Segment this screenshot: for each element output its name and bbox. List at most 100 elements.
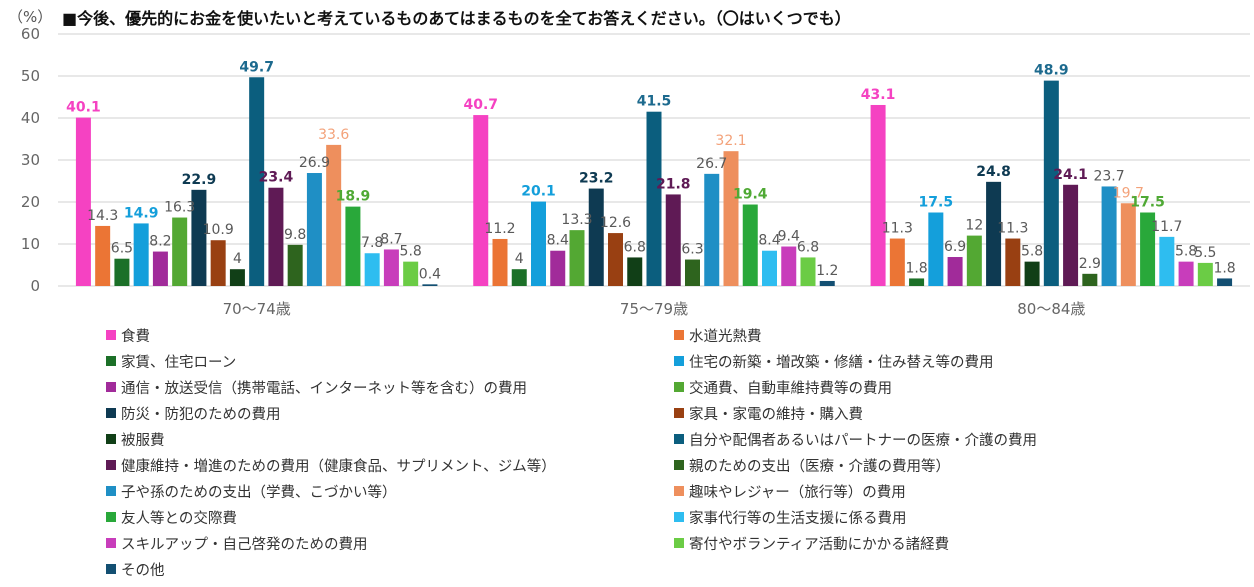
- legend-label: 親のための支出（医療・介護の費用等）: [689, 458, 950, 475]
- legend-item: 交通費、自動車維持費等の費用: [674, 374, 1037, 400]
- data-label: 17.5: [919, 195, 954, 211]
- legend-label: 友人等との交際費: [121, 510, 237, 527]
- bar: [1217, 278, 1233, 286]
- bar: [1043, 80, 1059, 287]
- legend-swatch-icon: [674, 512, 684, 522]
- legend-column-right: 水道光熱費住宅の新築・増改築・修繕・住み替え等の費用交通費、自動車維持費等の費用…: [674, 322, 1037, 556]
- legend-swatch-icon: [106, 512, 116, 522]
- legend-label: 子や孫のための支出（学費、こづかい等）: [121, 484, 397, 501]
- legend-label: 被服費: [121, 432, 165, 449]
- data-label: 48.9: [1034, 63, 1069, 79]
- bar: [608, 233, 623, 286]
- legend-swatch-icon: [106, 538, 116, 548]
- bar: [422, 284, 438, 286]
- data-label: 2.9: [1079, 256, 1101, 272]
- legend-swatch-icon: [674, 434, 684, 444]
- bar: [928, 212, 944, 286]
- data-label: 6.8: [797, 239, 819, 255]
- data-label: 33.6: [318, 127, 349, 143]
- legend-item: 健康維持・増進のための費用（健康食品、サプリメント、ジム等）: [106, 452, 556, 478]
- bar: [403, 261, 419, 286]
- data-label: 9.4: [778, 229, 800, 245]
- bar: [685, 259, 700, 286]
- data-label: 4: [515, 251, 524, 267]
- bar: [326, 144, 342, 286]
- legend-item: 食費: [106, 322, 556, 348]
- bar: [172, 217, 188, 286]
- data-label: 6.3: [681, 242, 703, 258]
- bar: [473, 115, 489, 286]
- legend-item: 家賃、住宅ローン: [106, 348, 556, 374]
- legend-label: 家具・家電の維持・購入費: [689, 406, 863, 423]
- data-label: 1.8: [905, 260, 927, 276]
- legend-swatch-icon: [674, 408, 684, 418]
- data-label: 0.4: [419, 266, 441, 282]
- bar: [287, 244, 303, 286]
- legend-label: スキルアップ・自己啓発のための費用: [121, 536, 368, 553]
- bar: [646, 111, 662, 286]
- data-label: 4: [233, 251, 242, 267]
- data-label: 41.5: [637, 94, 672, 110]
- bar: [1178, 261, 1194, 286]
- bar: [133, 223, 149, 286]
- bar: [75, 117, 91, 286]
- legend-swatch-icon: [106, 486, 116, 496]
- y-tick-label: 10: [21, 235, 40, 253]
- data-label: 1.2: [816, 263, 838, 279]
- legend-item: 水道光熱費: [674, 322, 1037, 348]
- data-label: 19.7: [1113, 185, 1144, 201]
- data-label: 26.7: [696, 156, 727, 172]
- data-label: 5.8: [1021, 244, 1043, 260]
- data-label: 14.3: [87, 208, 118, 224]
- data-label: 49.7: [239, 59, 274, 75]
- bar: [966, 235, 982, 286]
- data-label: 21.8: [656, 176, 691, 192]
- legend-label: 自分や配偶者あるいはパートナーの医療・介護の費用: [689, 432, 1037, 449]
- legend-swatch-icon: [674, 538, 684, 548]
- data-label: 5.8: [1175, 244, 1197, 260]
- legend-item: 通信・放送受信（携帯電話、インターネット等を含む）の費用: [106, 374, 556, 400]
- bar: [1063, 184, 1079, 286]
- bar: [800, 257, 816, 286]
- data-label: 8.4: [758, 233, 780, 249]
- legend-swatch-icon: [674, 382, 684, 392]
- y-tick-label: 40: [21, 109, 40, 127]
- legend-label: 趣味やレジャー（旅行等）の費用: [689, 484, 906, 501]
- y-tick-label: 60: [21, 25, 40, 43]
- bar: [345, 206, 361, 286]
- bar: [889, 238, 905, 286]
- legend-swatch-icon: [106, 460, 116, 470]
- bar: [492, 238, 508, 286]
- y-axis-unit-label: （%）: [8, 8, 53, 26]
- legend-label: 防災・防犯のための費用: [121, 406, 281, 423]
- data-labels: 40.1 14.3 6.5 14.9 8.2 16.3 22.9 10.9 4 49.7 23.4 9…: [66, 59, 1236, 282]
- legend-swatch-icon: [106, 356, 116, 366]
- legend-item: 防災・防犯のための費用: [106, 400, 556, 426]
- legend-label: その他: [121, 562, 165, 579]
- legend-swatch-icon: [106, 564, 116, 574]
- category-label: 75～79歳: [620, 300, 688, 318]
- legend-item: スキルアップ・自己啓発のための費用: [106, 530, 556, 556]
- y-tick-label: 20: [21, 193, 40, 211]
- y-tick-label: 50: [21, 67, 40, 85]
- data-label: 22.9: [182, 172, 217, 188]
- data-label: 9.8: [284, 227, 306, 243]
- legend-item: 子や孫のための支出（学費、こづかい等）: [106, 478, 556, 504]
- data-label: 40.7: [463, 97, 498, 113]
- bar: [511, 269, 527, 286]
- data-label: 11.3: [997, 221, 1028, 237]
- legend-label: 通信・放送受信（携帯電話、インターネット等を含む）の費用: [121, 380, 527, 397]
- y-axis-ticks: 0 10 20 30 40 50 60: [21, 25, 40, 295]
- data-label: 40.1: [66, 100, 101, 116]
- legend-label: 住宅の新築・増改築・修繕・住み替え等の費用: [689, 354, 994, 371]
- data-label: 6.5: [111, 241, 133, 257]
- data-label: 13.3: [561, 212, 592, 228]
- bar: [704, 173, 720, 286]
- data-label: 14.9: [124, 205, 159, 221]
- legend-item: 家具・家電の維持・購入費: [674, 400, 1037, 426]
- legend-label: 健康維持・増進のための費用（健康食品、サプリメント、ジム等）: [121, 458, 556, 475]
- data-label: 12: [965, 218, 983, 234]
- data-label: 23.2: [579, 171, 614, 187]
- bar: [986, 181, 1002, 286]
- data-label: 11.7: [1151, 219, 1182, 235]
